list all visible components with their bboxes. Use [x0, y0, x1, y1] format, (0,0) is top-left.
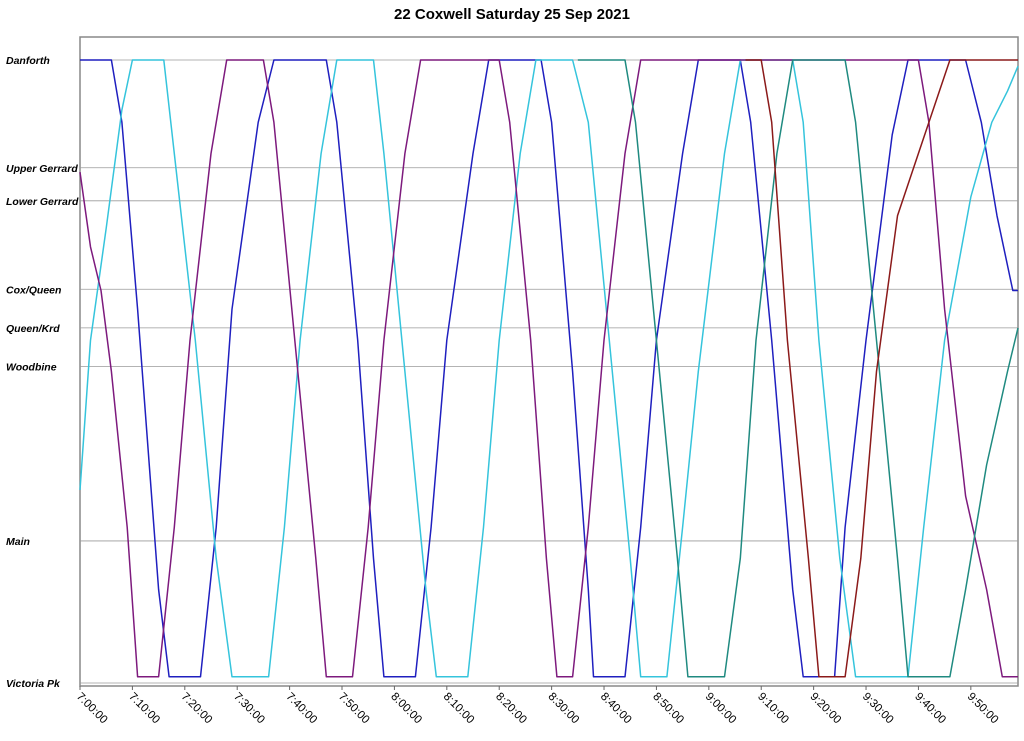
x-tick-label: 8:20:00 — [493, 691, 529, 727]
chart-title: 22 Coxwell Saturday 25 Sep 2021 — [394, 6, 630, 23]
x-tick-label: 8:40:00 — [598, 691, 634, 727]
plot-border — [79, 36, 1019, 687]
y-stop-label: Woodbine — [6, 362, 57, 374]
y-stop-label: Upper Gerrard — [6, 163, 78, 175]
series-line-0 — [80, 59, 1018, 678]
y-stop-label: Victoria Pk — [6, 678, 61, 690]
x-tick-label: 8:50:00 — [650, 691, 686, 727]
series-line-1 — [79, 59, 1019, 678]
x-tick-label: 8:30:00 — [545, 691, 581, 727]
x-tick-label: 7:50:00 — [336, 691, 372, 727]
y-stop-label: Main — [6, 536, 30, 548]
x-tick-label: 9:00:00 — [703, 691, 739, 727]
x-axis-tick-labels: 7:00:00 7:10:00 7:20:00 7:30:00 7:40:00 7:50:… — [74, 686, 1000, 726]
y-stop-label: Danforth — [6, 55, 50, 67]
x-tick-label: 7:30:00 — [231, 691, 267, 727]
series-line-3 — [577, 59, 1019, 678]
x-tick-label: 9:50:00 — [965, 691, 1001, 727]
x-tick-label: 9:40:00 — [912, 691, 948, 727]
y-axis-stop-labels: Danforth Upper Gerrard Lower Gerrard Cox/Qu… — [6, 55, 79, 690]
series-line-4 — [745, 59, 1018, 678]
x-tick-label: 7:10:00 — [126, 691, 162, 727]
x-tick-label: 7:40:00 — [283, 691, 319, 727]
x-tick-label: 9:10:00 — [755, 691, 791, 727]
x-tick-label: 8:10:00 — [441, 691, 477, 727]
y-stop-label: Queen/Krd — [6, 323, 60, 335]
y-stop-label: Lower Gerrard — [6, 196, 79, 208]
series-line-2 — [79, 59, 1018, 678]
x-tick-label: 7:20:00 — [179, 691, 215, 727]
x-tick-label: 9:20:00 — [808, 691, 844, 727]
x-tick-label: 8:00:00 — [388, 691, 424, 727]
x-tick-label: 9:30:00 — [860, 691, 896, 727]
x-tick-label: 7:00:00 — [74, 691, 110, 727]
y-stop-label: Cox/Queen — [6, 284, 61, 296]
bus-trip-lines — [79, 59, 1019, 678]
